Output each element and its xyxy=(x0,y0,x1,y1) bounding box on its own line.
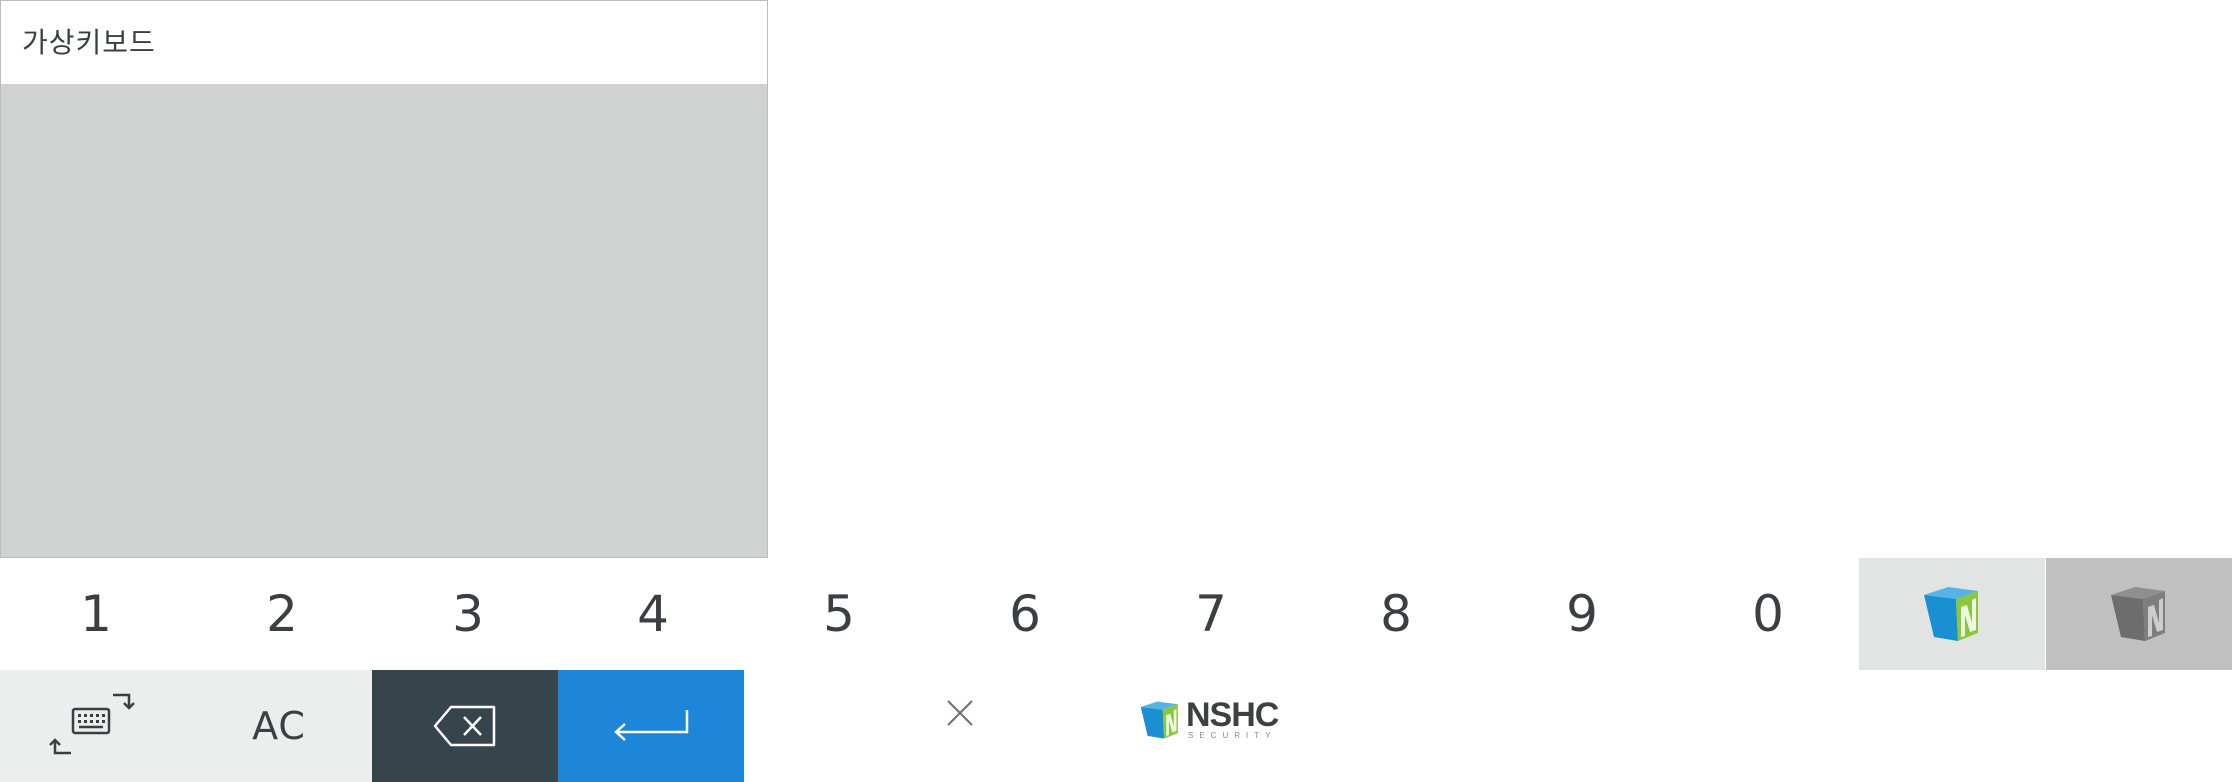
panel-title: 가상키보드 xyxy=(22,26,156,59)
nshc-cube-icon xyxy=(1924,587,1978,641)
key-4[interactable]: 4 xyxy=(637,585,669,643)
enter-icon xyxy=(614,710,689,741)
clear-all-button[interactable]: AC xyxy=(186,670,372,782)
nshc-cube-gray-icon xyxy=(2111,587,2165,641)
keyboard-switch-icon xyxy=(49,693,135,755)
backspace-icon xyxy=(433,705,496,747)
close-icon[interactable] xyxy=(945,698,975,728)
key-1[interactable]: 1 xyxy=(80,585,112,643)
backspace-button[interactable] xyxy=(372,670,558,782)
key-8[interactable]: 8 xyxy=(1380,585,1412,643)
enter-button[interactable] xyxy=(558,670,744,782)
nshc-logo: NSHC SECURITY xyxy=(1138,690,1279,750)
key-7[interactable]: 7 xyxy=(1195,585,1227,643)
number-key-row: 1 2 3 4 5 6 7 8 9 0 xyxy=(0,558,2232,670)
key-9[interactable]: 9 xyxy=(1566,585,1598,643)
function-key-row: AC NSHC SECURITY xyxy=(0,670,2232,782)
keyboard-switch-button[interactable] xyxy=(0,670,186,782)
nshc-logo-icon xyxy=(1140,701,1178,739)
key-5[interactable]: 5 xyxy=(823,585,855,643)
key-3[interactable]: 3 xyxy=(452,585,484,643)
key-6[interactable]: 6 xyxy=(1009,585,1041,643)
panel-header: 가상키보드 xyxy=(1,1,767,84)
logo-key-gray[interactable] xyxy=(2046,558,2232,670)
brand-name: NSHC xyxy=(1186,696,1279,734)
key-2[interactable]: 2 xyxy=(266,585,298,643)
virtual-keyboard-panel: 가상키보드 xyxy=(0,0,768,558)
clear-all-label: AC xyxy=(252,704,306,748)
key-0[interactable]: 0 xyxy=(1752,585,1784,643)
logo-key-color[interactable] xyxy=(1859,558,2045,670)
brand-subtitle: SECURITY xyxy=(1188,731,1277,740)
